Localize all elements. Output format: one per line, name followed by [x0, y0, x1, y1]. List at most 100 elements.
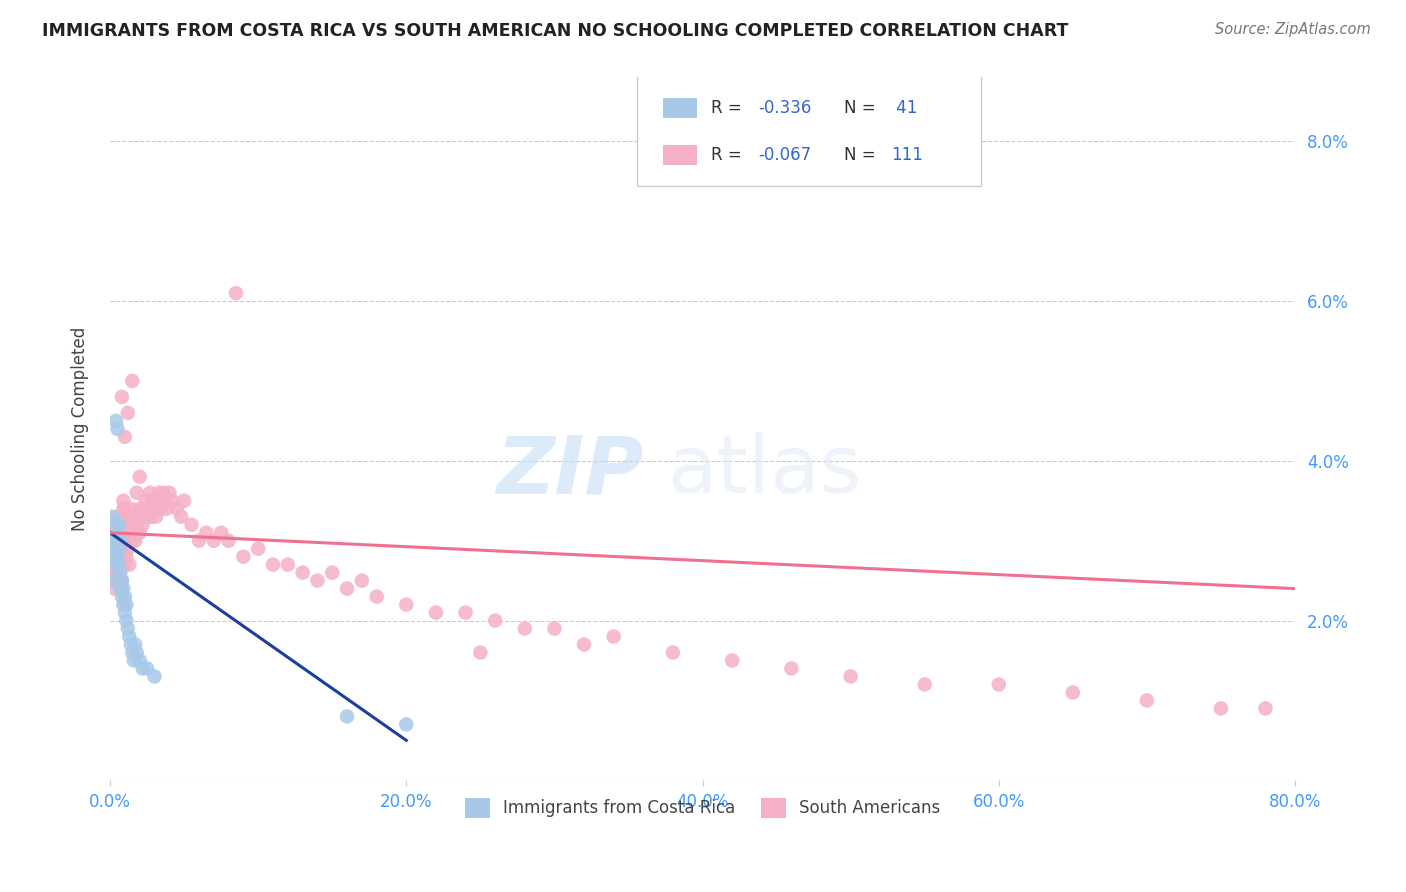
Point	[114, 430, 136, 444]
Point	[114, 590, 136, 604]
Point	[128, 525, 150, 540]
Point	[125, 646, 148, 660]
Point	[100, 574, 122, 588]
Point	[152, 485, 174, 500]
Point	[218, 533, 240, 548]
Point	[202, 533, 225, 548]
Point	[148, 485, 170, 500]
Point	[127, 509, 149, 524]
Point	[572, 638, 595, 652]
Point	[108, 549, 131, 564]
Point	[131, 661, 153, 675]
Point	[103, 517, 125, 532]
Text: -0.067: -0.067	[758, 145, 811, 164]
Point	[105, 558, 128, 572]
Text: IMMIGRANTS FROM COSTA RICA VS SOUTH AMERICAN NO SCHOOLING COMPLETED CORRELATION : IMMIGRANTS FROM COSTA RICA VS SOUTH AMER…	[42, 22, 1069, 40]
Point	[155, 501, 177, 516]
Point	[125, 517, 148, 532]
Point	[108, 525, 131, 540]
Point	[121, 533, 143, 548]
Point	[112, 541, 135, 556]
Point	[101, 541, 124, 556]
Point	[115, 549, 138, 564]
Point	[114, 501, 136, 516]
Point	[128, 501, 150, 516]
Point	[112, 598, 135, 612]
Point	[135, 493, 157, 508]
Text: -0.336: -0.336	[758, 99, 811, 117]
Point	[138, 501, 160, 516]
Point	[115, 598, 138, 612]
Point	[780, 661, 803, 675]
Point	[103, 525, 125, 540]
Point	[336, 709, 359, 723]
Point	[173, 493, 195, 508]
Point	[470, 646, 492, 660]
Text: Source: ZipAtlas.com: Source: ZipAtlas.com	[1215, 22, 1371, 37]
Text: 41: 41	[891, 99, 917, 117]
Point	[195, 525, 218, 540]
Point	[128, 653, 150, 667]
Point	[100, 549, 122, 564]
Point	[1254, 701, 1277, 715]
Point	[187, 533, 209, 548]
Point	[149, 501, 172, 516]
Point	[121, 509, 143, 524]
Point	[291, 566, 314, 580]
Point	[141, 509, 163, 524]
Text: 111: 111	[891, 145, 922, 164]
Point	[105, 517, 128, 532]
Point	[110, 582, 132, 596]
Point	[136, 509, 159, 524]
Point	[602, 630, 624, 644]
Point	[115, 614, 138, 628]
Point	[122, 525, 145, 540]
Point	[395, 598, 418, 612]
Text: atlas: atlas	[666, 432, 862, 510]
Point	[180, 517, 202, 532]
Point	[425, 606, 447, 620]
Legend: Immigrants from Costa Rica, South Americans: Immigrants from Costa Rica, South Americ…	[458, 791, 946, 825]
FancyBboxPatch shape	[637, 74, 981, 186]
Text: R =: R =	[711, 145, 747, 164]
Point	[122, 653, 145, 667]
Text: R =: R =	[711, 99, 747, 117]
Point	[117, 406, 139, 420]
Point	[131, 517, 153, 532]
Point	[103, 574, 125, 588]
Point	[209, 525, 232, 540]
Point	[105, 533, 128, 548]
Point	[513, 622, 536, 636]
Y-axis label: No Schooling Completed: No Schooling Completed	[72, 326, 89, 531]
Point	[987, 677, 1010, 691]
Point	[118, 558, 141, 572]
Point	[136, 661, 159, 675]
Point	[110, 533, 132, 548]
Point	[277, 558, 299, 572]
Point	[914, 677, 936, 691]
Point	[103, 541, 125, 556]
Point	[146, 493, 169, 508]
Point	[232, 549, 254, 564]
Point	[103, 582, 125, 596]
Point	[100, 533, 122, 548]
Point	[454, 606, 477, 620]
Point	[110, 558, 132, 572]
Point	[117, 541, 139, 556]
Point	[166, 501, 188, 516]
Point	[120, 533, 142, 548]
Point	[114, 606, 136, 620]
Point	[143, 669, 166, 683]
Point	[105, 549, 128, 564]
Point	[115, 517, 138, 532]
Point	[150, 493, 173, 508]
Point	[153, 493, 176, 508]
FancyBboxPatch shape	[664, 145, 696, 165]
Point	[105, 414, 128, 428]
Point	[124, 533, 146, 548]
Point	[118, 630, 141, 644]
Point	[108, 541, 131, 556]
Point	[262, 558, 284, 572]
Point	[321, 566, 343, 580]
Point	[107, 549, 129, 564]
